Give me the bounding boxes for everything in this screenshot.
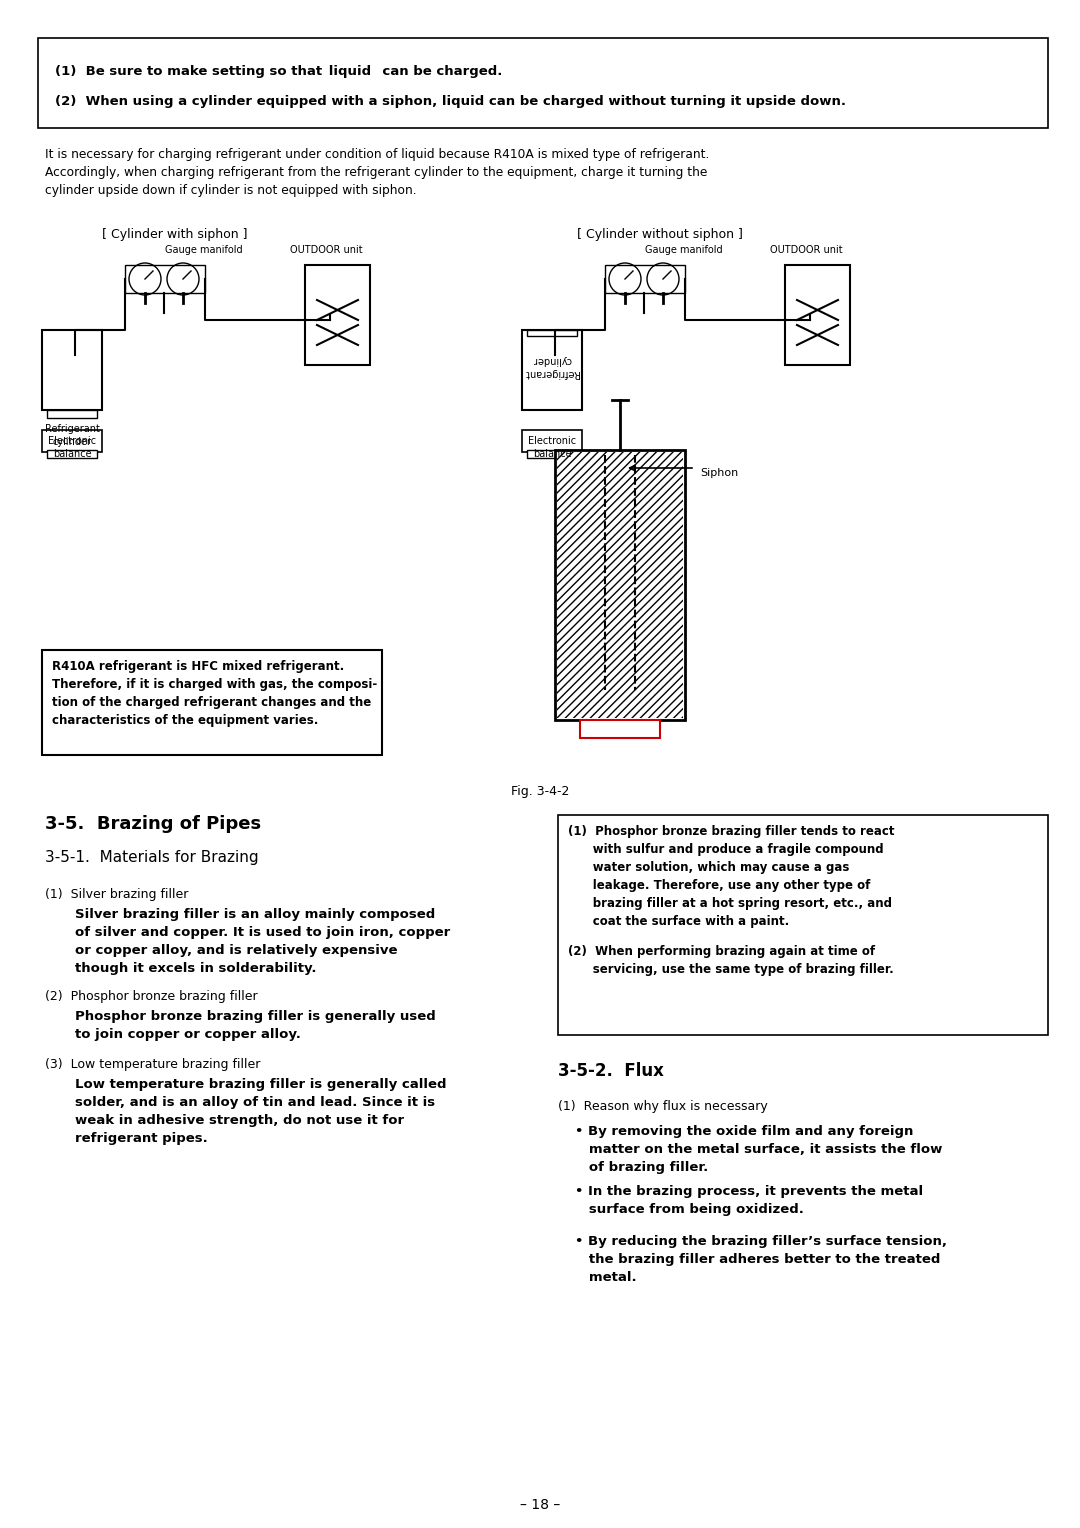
Bar	[527, 330, 577, 336]
Text: [ Cylinder with siphon ]: [ Cylinder with siphon ]	[103, 228, 247, 241]
Bar	[785, 264, 850, 365]
Text: • By reducing the brazing filler’s surface tension,
   the brazing filler adhere: • By reducing the brazing filler’s surfa…	[575, 1235, 947, 1284]
Text: (1)  Be sure to make setting so that liquid  can be charged.: (1) Be sure to make setting so that liqu…	[55, 66, 502, 78]
Text: (1)  Phosphor bronze brazing filler tends to react
      with sulfur and produce: (1) Phosphor bronze brazing filler tends…	[568, 825, 894, 927]
Text: OUTDOOR unit: OUTDOOR unit	[770, 244, 842, 255]
Bar	[42, 429, 102, 452]
Text: Fig. 3-4-2: Fig. 3-4-2	[511, 785, 569, 798]
Text: Silver brazing filler is an alloy mainly composed
of silver and copper. It is us: Silver brazing filler is an alloy mainly…	[75, 908, 450, 975]
Text: Phosphor bronze brazing filler is generally used
to join copper or copper alloy.: Phosphor bronze brazing filler is genera…	[75, 1010, 435, 1041]
Text: Refrigerant
cylinder: Refrigerant cylinder	[525, 354, 580, 379]
Text: OUTDOOR unit: OUTDOOR unit	[291, 244, 363, 255]
Bar	[42, 330, 102, 410]
Bar	[580, 720, 660, 738]
Text: Siphon: Siphon	[700, 468, 739, 478]
Bar	[125, 264, 205, 293]
Text: It is necessary for charging refrigerant under condition of liquid because R410A: It is necessary for charging refrigerant…	[45, 148, 710, 197]
Bar	[48, 410, 97, 419]
Bar	[555, 451, 685, 720]
Text: (1)  Silver brazing filler: (1) Silver brazing filler	[45, 888, 188, 902]
FancyBboxPatch shape	[42, 649, 382, 755]
Text: • By removing the oxide film and any foreign
   matter on the metal surface, it : • By removing the oxide film and any for…	[575, 1125, 943, 1174]
FancyBboxPatch shape	[558, 814, 1048, 1034]
Text: (2)  When using a cylinder equipped with a siphon, liquid can be charged without: (2) When using a cylinder equipped with …	[55, 95, 846, 108]
Text: • In the brazing process, it prevents the metal
   surface from being oxidized.: • In the brazing process, it prevents th…	[575, 1186, 923, 1216]
Text: 3-5-1.  Materials for Brazing: 3-5-1. Materials for Brazing	[45, 850, 258, 865]
FancyBboxPatch shape	[38, 38, 1048, 128]
Bar	[605, 264, 685, 293]
Bar	[48, 451, 97, 458]
Text: (3)  Low temperature brazing filler: (3) Low temperature brazing filler	[45, 1057, 260, 1071]
Text: Electronic
balance: Electronic balance	[48, 435, 96, 460]
Text: 3-5-2.  Flux: 3-5-2. Flux	[558, 1062, 664, 1080]
Text: Refrigerant
cylinder: Refrigerant cylinder	[44, 423, 99, 448]
Bar	[522, 330, 582, 410]
Bar	[522, 429, 582, 452]
Text: [ Cylinder without siphon ]: [ Cylinder without siphon ]	[577, 228, 743, 241]
Text: 3-5.  Brazing of Pipes: 3-5. Brazing of Pipes	[45, 814, 261, 833]
Text: R410A refrigerant is HFC mixed refrigerant.
Therefore, if it is charged with gas: R410A refrigerant is HFC mixed refrigera…	[52, 660, 377, 727]
Text: (2)  When performing brazing again at time of
      servicing, use the same type: (2) When performing brazing again at tim…	[568, 944, 894, 976]
Bar	[305, 264, 370, 365]
Bar	[527, 451, 577, 458]
Text: Gauge manifold: Gauge manifold	[165, 244, 243, 255]
Text: – 18 –: – 18 –	[519, 1497, 561, 1513]
Bar	[557, 452, 683, 718]
Text: Gauge manifold: Gauge manifold	[645, 244, 723, 255]
Text: (1)  Reason why flux is necessary: (1) Reason why flux is necessary	[558, 1100, 768, 1112]
Text: Electronic
balance: Electronic balance	[528, 435, 576, 460]
Text: Low temperature brazing filler is generally called
solder, and is an alloy of ti: Low temperature brazing filler is genera…	[75, 1077, 446, 1144]
Text: (2)  Phosphor bronze brazing filler: (2) Phosphor bronze brazing filler	[45, 990, 258, 1002]
